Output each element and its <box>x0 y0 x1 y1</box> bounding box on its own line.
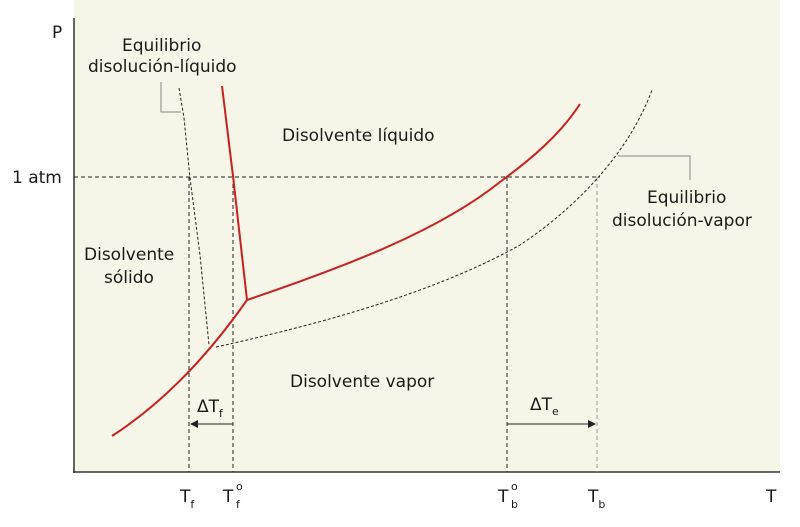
tick-tb0: T <box>497 487 509 507</box>
delta-tf-label: ΔTf <box>197 397 224 420</box>
delta-te-label: ΔTe <box>530 395 559 418</box>
y-axis-label: P <box>52 23 62 43</box>
region-solid-line2: sólido <box>104 268 154 288</box>
pure-solvent-sublimation-curve <box>111 299 248 437</box>
tick-tb0-sup: o <box>511 480 518 493</box>
solution-melting-curve <box>178 87 210 346</box>
tick-tf0-sub: f <box>236 498 241 511</box>
region-solid-line1: Disolvente <box>84 245 174 265</box>
pure-solvent-melting-curve <box>221 85 248 301</box>
x-axis-label: T <box>765 487 777 507</box>
tick-tb0-sub: b <box>511 498 518 511</box>
callout-solution-vapor-line2: disolución-vapor <box>612 211 752 231</box>
pressure-mark: 1 atm <box>12 168 62 188</box>
tick-tf0-sup: o <box>236 480 243 493</box>
pure-solvent-vapor-curve <box>246 103 581 301</box>
region-liquid: Disolvente líquido <box>282 126 435 146</box>
delta-tf-arrowhead <box>190 420 198 428</box>
solution-vapor-curve <box>215 89 653 348</box>
tick-tf: Tf <box>179 487 195 511</box>
callout-solution-liquid-line1: Equilibrio <box>122 36 201 56</box>
solution-liquid-leader <box>160 82 181 113</box>
callout-solution-liquid-line2: disolución-líquido <box>88 57 237 77</box>
tick-tf0: T <box>222 487 234 507</box>
callout-solution-vapor-line1: Equilibrio <box>647 188 726 208</box>
region-vapor: Disolvente vapor <box>290 372 434 392</box>
solution-vapor-leader <box>618 155 691 180</box>
delta-te-arrowhead <box>588 420 596 428</box>
plot-area <box>74 0 780 472</box>
tick-tb: Tb <box>587 487 605 511</box>
